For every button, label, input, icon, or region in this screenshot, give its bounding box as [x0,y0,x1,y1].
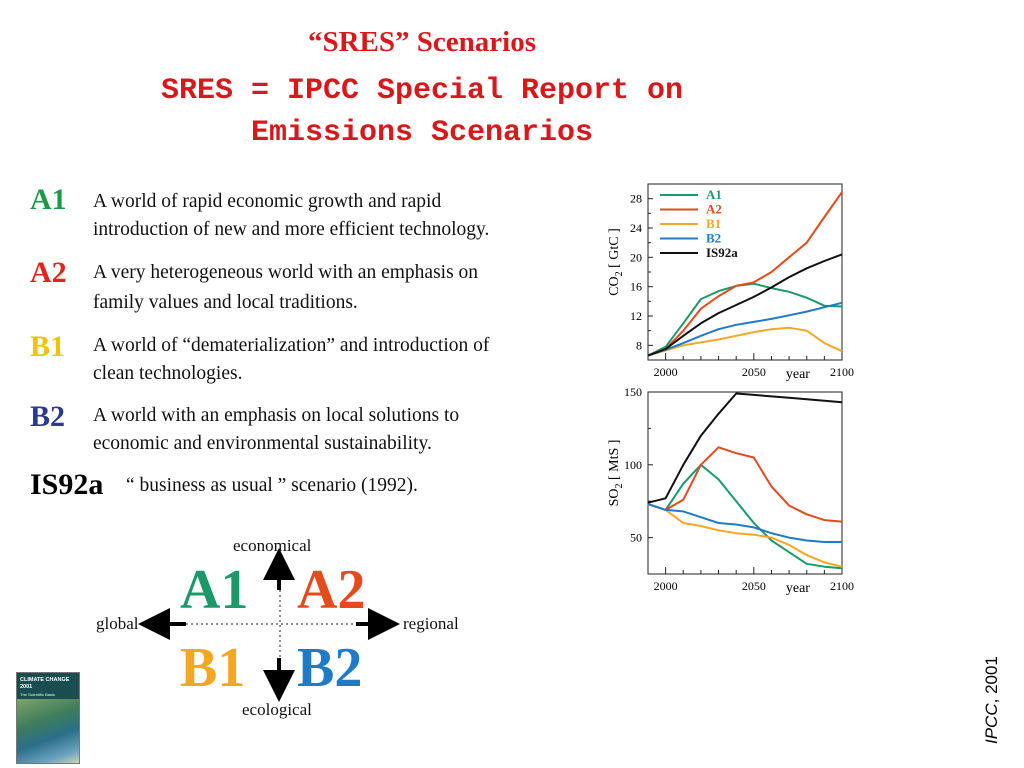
y-axis-label-unit: [ GtC ] [607,228,622,271]
y-axis-label-subscript: 2 [614,484,625,489]
y-tick-label: 28 [630,192,642,206]
series-line-a2 [647,191,843,357]
y-axis-label: SO2 [ MtS ] [607,440,625,507]
legend-label-b1: B1 [706,216,721,231]
scenario-desc-b2-line2: economic and environmental sustainabilit… [93,433,432,454]
y-tick-label: 16 [630,280,642,294]
y-axis-label-subscript: 2 [614,271,625,276]
y-tick-label: 8 [636,338,642,352]
axis-label-regional: regional [403,614,459,633]
report-cover-thumbnail: CLIMATE CHANGE 2001 The Scientific Basis [16,672,80,764]
cover-title: CLIMATE CHANGE 2001 [20,677,70,690]
y-tick-label: 100 [624,458,642,472]
scenario-quadrant-diagram: economical ecological global regional A1… [90,530,470,720]
series-line-b1 [647,326,843,357]
plot-frame [647,391,843,575]
x-tick-label: 2050 [742,579,766,593]
slide-subtitle: SRES = IPCC Special Report on Emissions … [0,70,844,154]
co2-emissions-chart: 8 12 16 20 24 28 2000 2050 2100 year CO2 [ GtC ] A1… [607,183,854,382]
scenario-desc-a1-line1: A world of rapid economic growth and rap… [93,191,442,212]
legend-label-a2: A2 [706,202,722,217]
series-line-b2 [647,503,842,543]
x-axis-label: year [786,581,810,596]
y-tick-label: 24 [630,221,642,235]
legend-label-a1: A1 [706,187,722,202]
y-tick-label: 12 [630,309,642,323]
scenario-desc-a1: A world of rapid economic growth and rap… [93,188,573,244]
scenario-code-a2: A2 [30,256,67,289]
series-line-b1 [647,503,843,568]
scenario-code-a1: A1 [30,183,67,216]
attribution-text: IPCC, 2001 [982,656,1002,744]
scenario-desc-b2-line1: A world with an emphasis on local soluti… [93,405,460,426]
cover-image [17,699,79,763]
scenario-desc-b1-line2: clean technologies. [93,363,243,384]
x-tick-label: 2000 [654,365,678,379]
series-line-is92a [647,253,843,357]
quadrant-axes [138,548,400,702]
y-tick-label: 50 [630,531,642,545]
x-tick-label: 2050 [742,365,766,379]
scenario-desc-b2: A world with an emphasis on local soluti… [93,402,573,458]
y-axis-label-species: SO [607,489,622,507]
axis-label-global: global [96,614,139,633]
y-tick-label: 20 [630,250,642,264]
series-line-b2 [647,301,843,357]
x-axis-label: year [786,367,810,382]
series-line-is92a [647,392,843,504]
y-tick-label: 150 [624,386,642,399]
x-tick-label: 2000 [654,579,678,593]
y-axis-label-unit: [ MtS ] [607,440,622,484]
attribution: IPCC, 2001 [972,634,1024,754]
legend-label-b2: B2 [706,231,721,246]
legend-label-is92a: IS92a [706,245,738,260]
y-axis-label-species: CO [607,276,622,295]
quadrant-b1: B1 [180,637,246,699]
x-tick-label: 2100 [830,365,854,379]
cover-subtitle: The Scientific Basis [20,692,55,697]
quadrant-b2: B2 [297,637,363,699]
series-line-a1 [647,463,843,570]
scenario-desc-b1-line1: A world of “dematerialization” and intro… [93,335,490,356]
y-axis-label: CO2 [ GtC ] [607,228,625,296]
series-line-a2 [647,446,843,523]
scenario-code-is92a: IS92a [30,468,104,501]
scenario-desc-a1-line2: introduction of new and more efficient t… [93,219,490,240]
axis-label-ecological: ecological [242,700,312,719]
axis-label-economical: economical [233,536,312,555]
scenario-desc-b1: A world of “dematerialization” and intro… [93,332,573,388]
scenario-code-b2: B2 [30,400,66,433]
scenario-desc-a2: A very heterogeneous world with an empha… [93,259,573,317]
scenario-desc-a2-line2: family values and local traditions. [93,292,358,313]
scenario-code-b1: B1 [30,330,66,363]
slide-title: “SRES” Scenarios [307,26,536,58]
attribution-org: IPCC [982,703,1001,744]
x-tick-label: 2100 [830,579,854,593]
quadrant-a1: A1 [180,559,249,621]
attribution-year: , 2001 [982,656,1001,704]
subtitle-line-2: Emissions Scenarios [250,116,594,150]
scenario-desc-is92a: “ business as usual ” scenario (1992). [126,475,418,496]
quadrant-a2: A2 [297,559,366,621]
scenario-desc-a2-line1: A very heterogeneous world with an empha… [93,262,479,283]
subtitle-line-1: SRES = IPCC Special Report on [160,74,684,108]
so2-emissions-chart: 50 100 150 2000 2050 2100 year SO2 [ MtS ] [607,386,854,596]
